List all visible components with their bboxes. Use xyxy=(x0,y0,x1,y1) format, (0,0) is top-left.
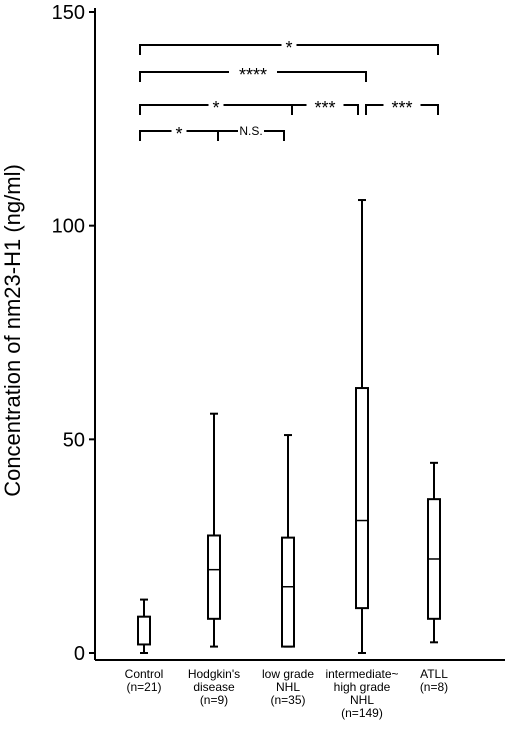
y-axis-label: Concentration of nm23-H1 (ng/ml) xyxy=(0,164,25,497)
label-gap xyxy=(229,69,277,75)
significance-bracket: *** xyxy=(365,98,439,118)
boxes xyxy=(137,199,441,654)
x-category-label-line: NHL xyxy=(350,693,374,707)
significance-bracket: *** xyxy=(291,98,359,118)
x-category-label-line: (n=35) xyxy=(270,693,305,707)
box-iqr xyxy=(281,536,295,648)
x-category-label-line: (n=8) xyxy=(420,680,448,694)
x-category-label: intermediate~ high grade NHL (n=149) xyxy=(325,667,398,720)
x-category-label-line: high grade xyxy=(334,680,391,694)
category-labels: Control (n=21) Hodgkin's disease (n=9) low gr… xyxy=(125,667,449,720)
x-category-label: Hodgkin's disease (n=9) xyxy=(188,667,240,707)
y-tick-label: 100 xyxy=(52,216,85,238)
significance-label: *** xyxy=(391,98,412,118)
label-gap xyxy=(208,102,224,108)
label-gap xyxy=(171,128,187,134)
box-iqr xyxy=(355,387,369,610)
significance-label: * xyxy=(285,38,292,58)
x-category-label-line: (n=9) xyxy=(200,693,228,707)
y-ticks: 0 50 100 150 xyxy=(52,2,95,665)
significance-label: * xyxy=(212,98,219,118)
significance-brackets: ****** *** **** N.S. xyxy=(139,38,439,144)
x-category-label: low grade NHL (n=35) xyxy=(262,667,314,707)
box-2 xyxy=(281,434,295,648)
box-1 xyxy=(207,412,221,648)
x-category-label-line: (n=149) xyxy=(341,706,383,720)
box-4 xyxy=(427,461,441,644)
label-gap xyxy=(383,102,421,108)
x-category-label-line: ATLL xyxy=(420,667,448,681)
box-iqr xyxy=(137,615,151,646)
x-category-label-line: low grade xyxy=(262,667,314,681)
box-0 xyxy=(137,598,151,654)
significance-label: * xyxy=(175,124,182,144)
x-category-label-line: disease xyxy=(193,680,235,694)
y-tick-label: 0 xyxy=(74,643,85,665)
significance-label: **** xyxy=(239,65,267,85)
significance-bracket: * xyxy=(139,98,293,118)
axes xyxy=(94,8,505,661)
significance-bracket: **** xyxy=(139,65,367,85)
significance-bracket: * xyxy=(139,38,439,58)
x-category-label-line: (n=21) xyxy=(126,680,161,694)
significance-label: *** xyxy=(314,98,335,118)
x-category-label: ATLL (n=8) xyxy=(420,667,448,694)
y-tick-label: 150 xyxy=(52,2,85,24)
significance-bracket: N.S. xyxy=(217,124,285,141)
label-gap xyxy=(238,128,264,134)
x-category-label: Control (n=21) xyxy=(125,667,164,694)
x-category-label-line: Control xyxy=(125,667,164,681)
label-gap xyxy=(306,102,344,108)
significance-label: N.S. xyxy=(239,124,262,138)
x-category-label-line: NHL xyxy=(276,680,300,694)
box-iqr xyxy=(207,534,221,620)
significance-bracket: * xyxy=(139,124,219,144)
box-3 xyxy=(355,199,369,654)
label-gap xyxy=(281,42,297,48)
x-category-label-line: Hodgkin's xyxy=(188,667,240,681)
y-tick-label: 50 xyxy=(63,429,85,451)
x-category-label-line: intermediate~ xyxy=(325,667,398,681)
